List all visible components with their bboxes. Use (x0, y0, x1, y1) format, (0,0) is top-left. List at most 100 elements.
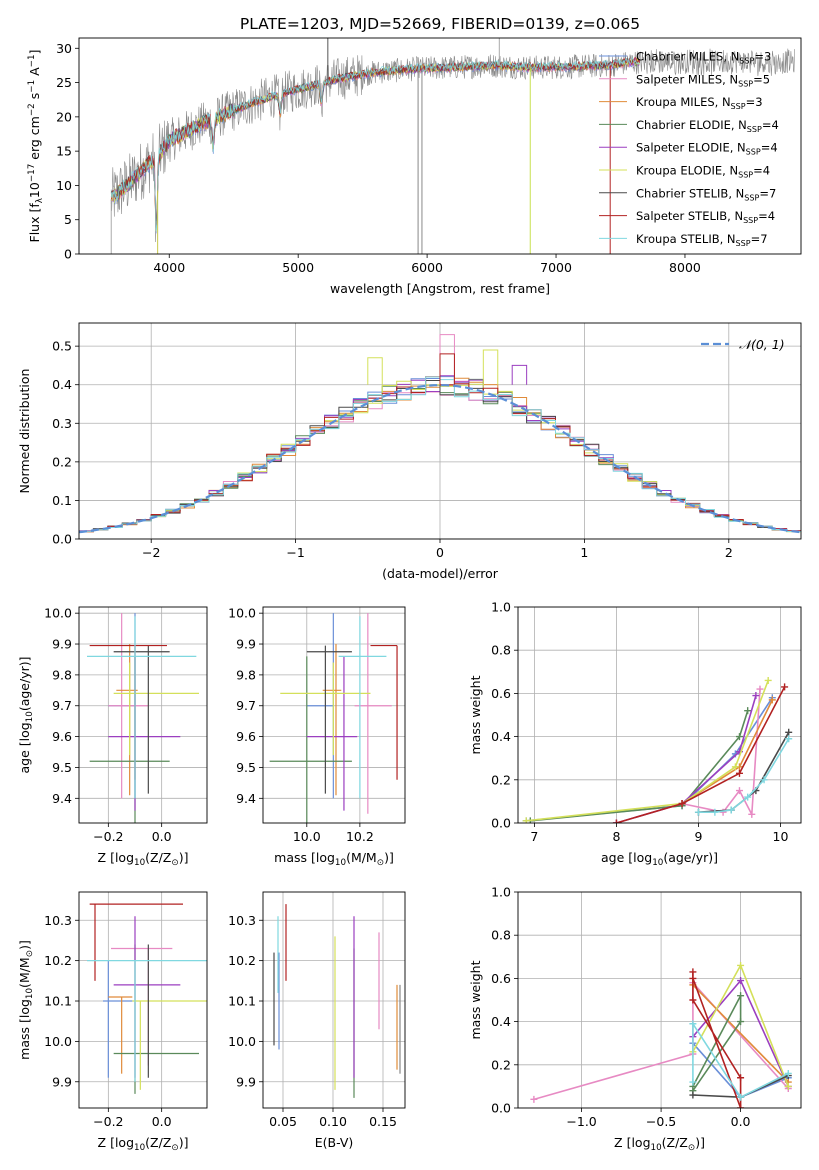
axes-frame (262, 606, 406, 824)
y-tick-label: 0.0 (491, 816, 511, 831)
x-tick-label: 10.2 (346, 829, 374, 844)
histogram-peak (439, 353, 455, 385)
model-line (110, 59, 640, 234)
panel-mass_weight_vs_age: 7 8 9 10 0.0 0.2 0.4 0.6 0.8 1.0 age [log10(age/yr… (468, 600, 802, 868)
y-tick-label: 15 (56, 144, 72, 159)
weight-marker (768, 696, 776, 704)
weight-marker (781, 683, 789, 691)
x-tick-label: 1 (580, 545, 588, 560)
legend-label: Chabrier STELIB, NSSP=7 (636, 186, 776, 202)
x-tick-label: 5000 (282, 260, 314, 275)
weight-marker (748, 810, 756, 818)
x-tick-label: 0.05 (269, 1114, 297, 1129)
panel-age_vs_Z: −0.2 0.0 9.4 9.5 9.6 9.7 9.8 9.9 10.0 Z [log10(Z/… (17, 606, 208, 868)
y-tick-label: 0.1 (52, 493, 72, 508)
y-tick-label: 9.9 (52, 1074, 72, 1089)
y-tick-label: 0.8 (491, 928, 511, 943)
weight-marker (711, 808, 719, 816)
x-tick-label: 0.0 (152, 829, 172, 844)
weight-marker (689, 996, 697, 1004)
y-tick-label: 0.2 (491, 1057, 511, 1072)
y-axis-label: Normed distribution (17, 369, 32, 494)
y-tick-label: 10.0 (44, 606, 72, 621)
legend-label: 𝒩(0, 1) (739, 337, 785, 352)
y-tick-label: 10.0 (44, 1034, 72, 1049)
x-axis-label: Z [log10(Z/Z⊙)] (98, 1135, 189, 1153)
legend-label: Kroupa ELODIE, NSSP=4 (636, 164, 770, 180)
weight-line (692, 1021, 789, 1099)
y-tick-label: 9.5 (52, 760, 72, 775)
weight-marker (678, 800, 686, 808)
axes-frame (78, 322, 802, 540)
x-tick-label: 6000 (411, 260, 443, 275)
histogram-peak (511, 364, 528, 385)
x-axis-label: Z [log10(Z/Z⊙)] (614, 1135, 705, 1153)
x-tick-label: 10.0 (293, 829, 321, 844)
y-tick-label: 0.0 (52, 532, 72, 547)
weight-marker (756, 685, 764, 693)
y-tick-label: 0.3 (52, 416, 72, 431)
x-tick-label: 8 (612, 829, 620, 844)
y-axis-label: mass weight (468, 675, 483, 754)
weight-marker (522, 817, 530, 823)
y-tick-label: 10.1 (44, 994, 72, 1009)
y-axis-label: Flux [fλ10−17 erg cm−2 s−1 A−1] (27, 50, 45, 243)
axes-frame (517, 606, 802, 824)
y-axis-label: mass [log10(M/M⊙)] (17, 940, 35, 1060)
y-tick-label: 9.9 (236, 1074, 256, 1089)
x-axis-label: wavelength [Angstrom, rest frame] (330, 281, 550, 296)
y-tick-label: 20 (56, 109, 72, 124)
weight-marker (784, 1069, 792, 1077)
y-tick-label: 9.8 (52, 667, 72, 682)
histogram-peak (439, 334, 455, 385)
y-tick-label: 0.5 (52, 339, 72, 354)
legend-label: Kroupa MILES, NSSP=3 (636, 95, 763, 111)
x-tick-label: 0.0 (731, 1114, 751, 1129)
weight-marker (735, 769, 743, 777)
y-axis-label: mass weight (468, 960, 483, 1039)
panel-mass_vs_Z: −0.2 0.0 9.9 10.0 10.1 10.2 10.3 Z [log10(Z/Z⊙)… (17, 891, 208, 1153)
y-tick-label: 9.7 (236, 698, 256, 713)
x-tick-label: 7000 (540, 260, 572, 275)
plot-area (79, 607, 207, 823)
weight-marker (737, 1018, 745, 1026)
legend-label: Salpeter STELIB, NSSP=4 (636, 209, 775, 225)
legend-label: Kroupa STELIB, NSSP=7 (636, 232, 768, 248)
x-tick-label: −0.2 (93, 1114, 123, 1129)
weight-line (533, 980, 789, 1101)
weight-marker (737, 1093, 745, 1101)
panel-spectrum: 4000 5000 6000 7000 8000 0 5 10 15 20 25 30 waveleng… (27, 37, 802, 296)
weight-marker (689, 1091, 697, 1099)
weight-line (692, 984, 789, 1083)
weight-marker (737, 1074, 745, 1082)
weight-marker (612, 819, 620, 823)
weight-marker (735, 733, 743, 741)
x-tick-label: 0.15 (369, 1114, 397, 1129)
y-tick-label: 5 (64, 212, 72, 227)
axes-frame (517, 891, 802, 1109)
weight-marker (737, 1104, 745, 1108)
weight-marker (744, 707, 752, 715)
weight-marker (727, 806, 735, 814)
y-tick-label: 0.2 (491, 772, 511, 787)
plot-area (79, 892, 207, 1108)
weight-marker (784, 1082, 792, 1090)
weight-marker (737, 977, 745, 985)
y-tick-label: 9.6 (52, 729, 72, 744)
x-tick-label: −1 (286, 545, 304, 560)
axes-frame (262, 891, 406, 1109)
y-tick-label: 25 (56, 75, 72, 90)
y-tick-label: 0.2 (52, 454, 72, 469)
weight-marker (752, 692, 760, 700)
weight-marker (689, 1078, 697, 1086)
y-tick-label: 0.8 (491, 643, 511, 658)
plot-area (79, 323, 801, 539)
y-tick-label: 10.0 (228, 1034, 256, 1049)
y-tick-label: 0.4 (491, 729, 511, 744)
histogram-peak (482, 349, 499, 385)
plot-area (518, 892, 801, 1108)
x-tick-label: 0.10 (319, 1114, 347, 1129)
x-axis-label: age [log10(age/yr)] (601, 850, 718, 868)
y-tick-label: 10.2 (228, 953, 256, 968)
axes-frame (78, 891, 208, 1109)
